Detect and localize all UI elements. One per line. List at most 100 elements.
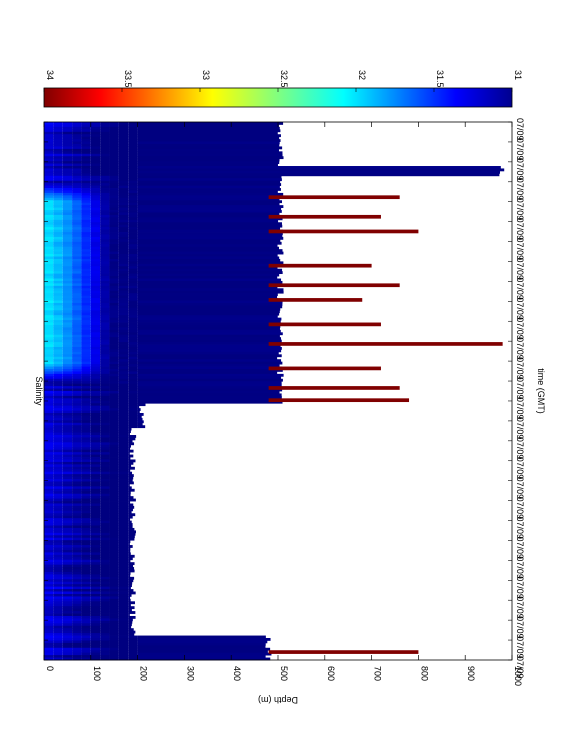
heat-cell [62, 464, 73, 468]
heat-cell [100, 496, 110, 499]
heat-cell [90, 569, 101, 573]
heat-cell [118, 630, 129, 634]
heat-cell [44, 415, 54, 419]
heat-cell [62, 197, 73, 201]
heat-cell [44, 466, 54, 470]
heat-cell [109, 256, 119, 260]
heat-cell [109, 527, 119, 531]
heat-cell [81, 249, 91, 253]
heat-cell [81, 545, 91, 548]
heat-cell [62, 652, 73, 656]
heat-cell [90, 427, 101, 431]
heat-cell [137, 124, 279, 128]
heat-cell [109, 655, 119, 658]
heat-cell [90, 263, 101, 267]
heat-cell [81, 657, 91, 661]
heat-cell [81, 222, 91, 226]
heat-cell [137, 349, 282, 353]
heat-cell [90, 586, 101, 590]
heat-cell [137, 166, 501, 169]
heat-cell [100, 192, 110, 196]
heat-cell [72, 408, 82, 411]
heat-cell [53, 479, 63, 482]
heat-cell [53, 322, 63, 326]
heat-cell [137, 327, 280, 331]
heat-cell [62, 493, 73, 497]
heat-cell [72, 234, 82, 238]
heat-cell [90, 195, 101, 199]
heat-cell [90, 261, 101, 265]
heat-cell [44, 342, 54, 345]
heat-cell [44, 217, 54, 221]
heat-cell [137, 224, 283, 228]
heat-cell [44, 435, 54, 438]
heat-cell [81, 285, 91, 289]
heat-cell [100, 523, 110, 526]
heat-cell [90, 156, 101, 160]
heat-cell [90, 574, 101, 578]
heat-cell [90, 425, 101, 429]
heat-cell [90, 518, 101, 522]
heat-cell [72, 168, 82, 172]
heat-cell [72, 173, 82, 177]
heat-cell [81, 527, 91, 531]
heat-cell [137, 249, 283, 253]
heat-cell [100, 562, 110, 566]
heat-cell [100, 425, 110, 429]
heat-cell [72, 483, 82, 487]
heat-cell [62, 124, 73, 128]
heat-cell [53, 420, 63, 424]
heat-cell [90, 596, 101, 600]
heat-cell [109, 161, 119, 164]
heat-cell [100, 542, 110, 546]
heat-cell [53, 415, 63, 419]
heat-cell [62, 307, 73, 311]
heat-cell [137, 317, 282, 321]
heat-cell [118, 246, 129, 250]
heat-cell [81, 611, 91, 614]
heat-cell [81, 315, 91, 319]
heat-cell [100, 371, 110, 375]
heat-cell [109, 442, 119, 446]
heat-cell [44, 413, 54, 416]
heat-cell [128, 393, 138, 397]
heat-cell [53, 584, 63, 588]
heat-cell [137, 122, 284, 125]
heat-cell [100, 368, 110, 372]
heat-cell [72, 354, 82, 358]
time-tick-label: 07/09 [515, 158, 525, 181]
heat-cell [72, 633, 82, 636]
heat-cell [62, 131, 73, 135]
heat-cell [128, 552, 131, 556]
heat-cell [118, 210, 129, 213]
heat-cell [53, 388, 63, 392]
heat-cell [62, 161, 73, 164]
time-tick-label: 07/09 [515, 337, 525, 360]
heat-cell [44, 579, 54, 583]
heat-cell [53, 273, 63, 277]
heat-cell [118, 589, 129, 592]
heat-cell [137, 229, 283, 233]
heat-cell [72, 271, 82, 275]
heat-cell [100, 410, 110, 414]
heat-cell [90, 486, 101, 490]
heat-cell [44, 584, 54, 588]
heat-cell [128, 256, 138, 260]
heat-cell [109, 349, 119, 353]
heat-cell [62, 383, 73, 387]
heat-cell [81, 571, 91, 575]
heat-cell [53, 166, 63, 169]
heat-cell [72, 432, 82, 436]
deep-profile-spike [268, 650, 419, 654]
heat-cell [128, 207, 138, 211]
heat-cell [137, 408, 141, 411]
heat-cell [118, 283, 129, 287]
heat-cell [72, 613, 82, 617]
heat-cell [44, 513, 54, 517]
deep-profile-spike [268, 322, 381, 327]
heat-cell [109, 417, 119, 421]
heat-cell [81, 200, 91, 204]
heat-cell [118, 153, 129, 157]
heat-cell [62, 647, 73, 651]
heat-cell [118, 439, 129, 443]
